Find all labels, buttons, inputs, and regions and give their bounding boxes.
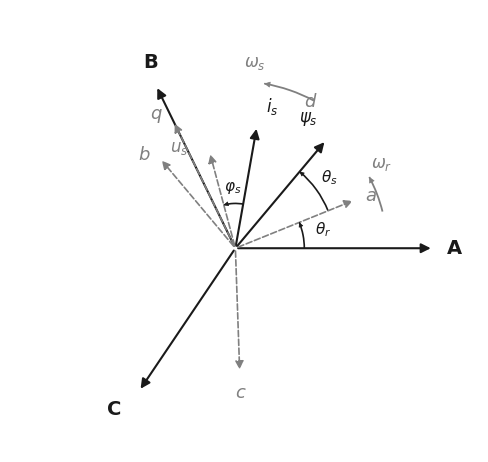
Text: $\varphi_s$: $\varphi_s$	[224, 180, 241, 196]
Text: $\theta_s$: $\theta_s$	[321, 168, 337, 187]
Text: B: B	[143, 53, 158, 72]
Text: b: b	[139, 146, 150, 164]
Text: $u_s$: $u_s$	[170, 139, 189, 157]
Text: d: d	[304, 93, 315, 111]
Text: A: A	[447, 239, 463, 258]
Text: c: c	[235, 384, 244, 402]
Text: $i_s$: $i_s$	[265, 97, 278, 117]
Text: $\omega_r$: $\omega_r$	[371, 155, 392, 173]
Text: $\theta_r$: $\theta_r$	[315, 220, 331, 239]
Text: C: C	[107, 400, 122, 419]
Text: q: q	[150, 105, 162, 123]
Text: $\psi_s$: $\psi_s$	[299, 110, 318, 128]
Text: $\omega_s$: $\omega_s$	[244, 54, 265, 72]
Text: a: a	[366, 188, 377, 206]
